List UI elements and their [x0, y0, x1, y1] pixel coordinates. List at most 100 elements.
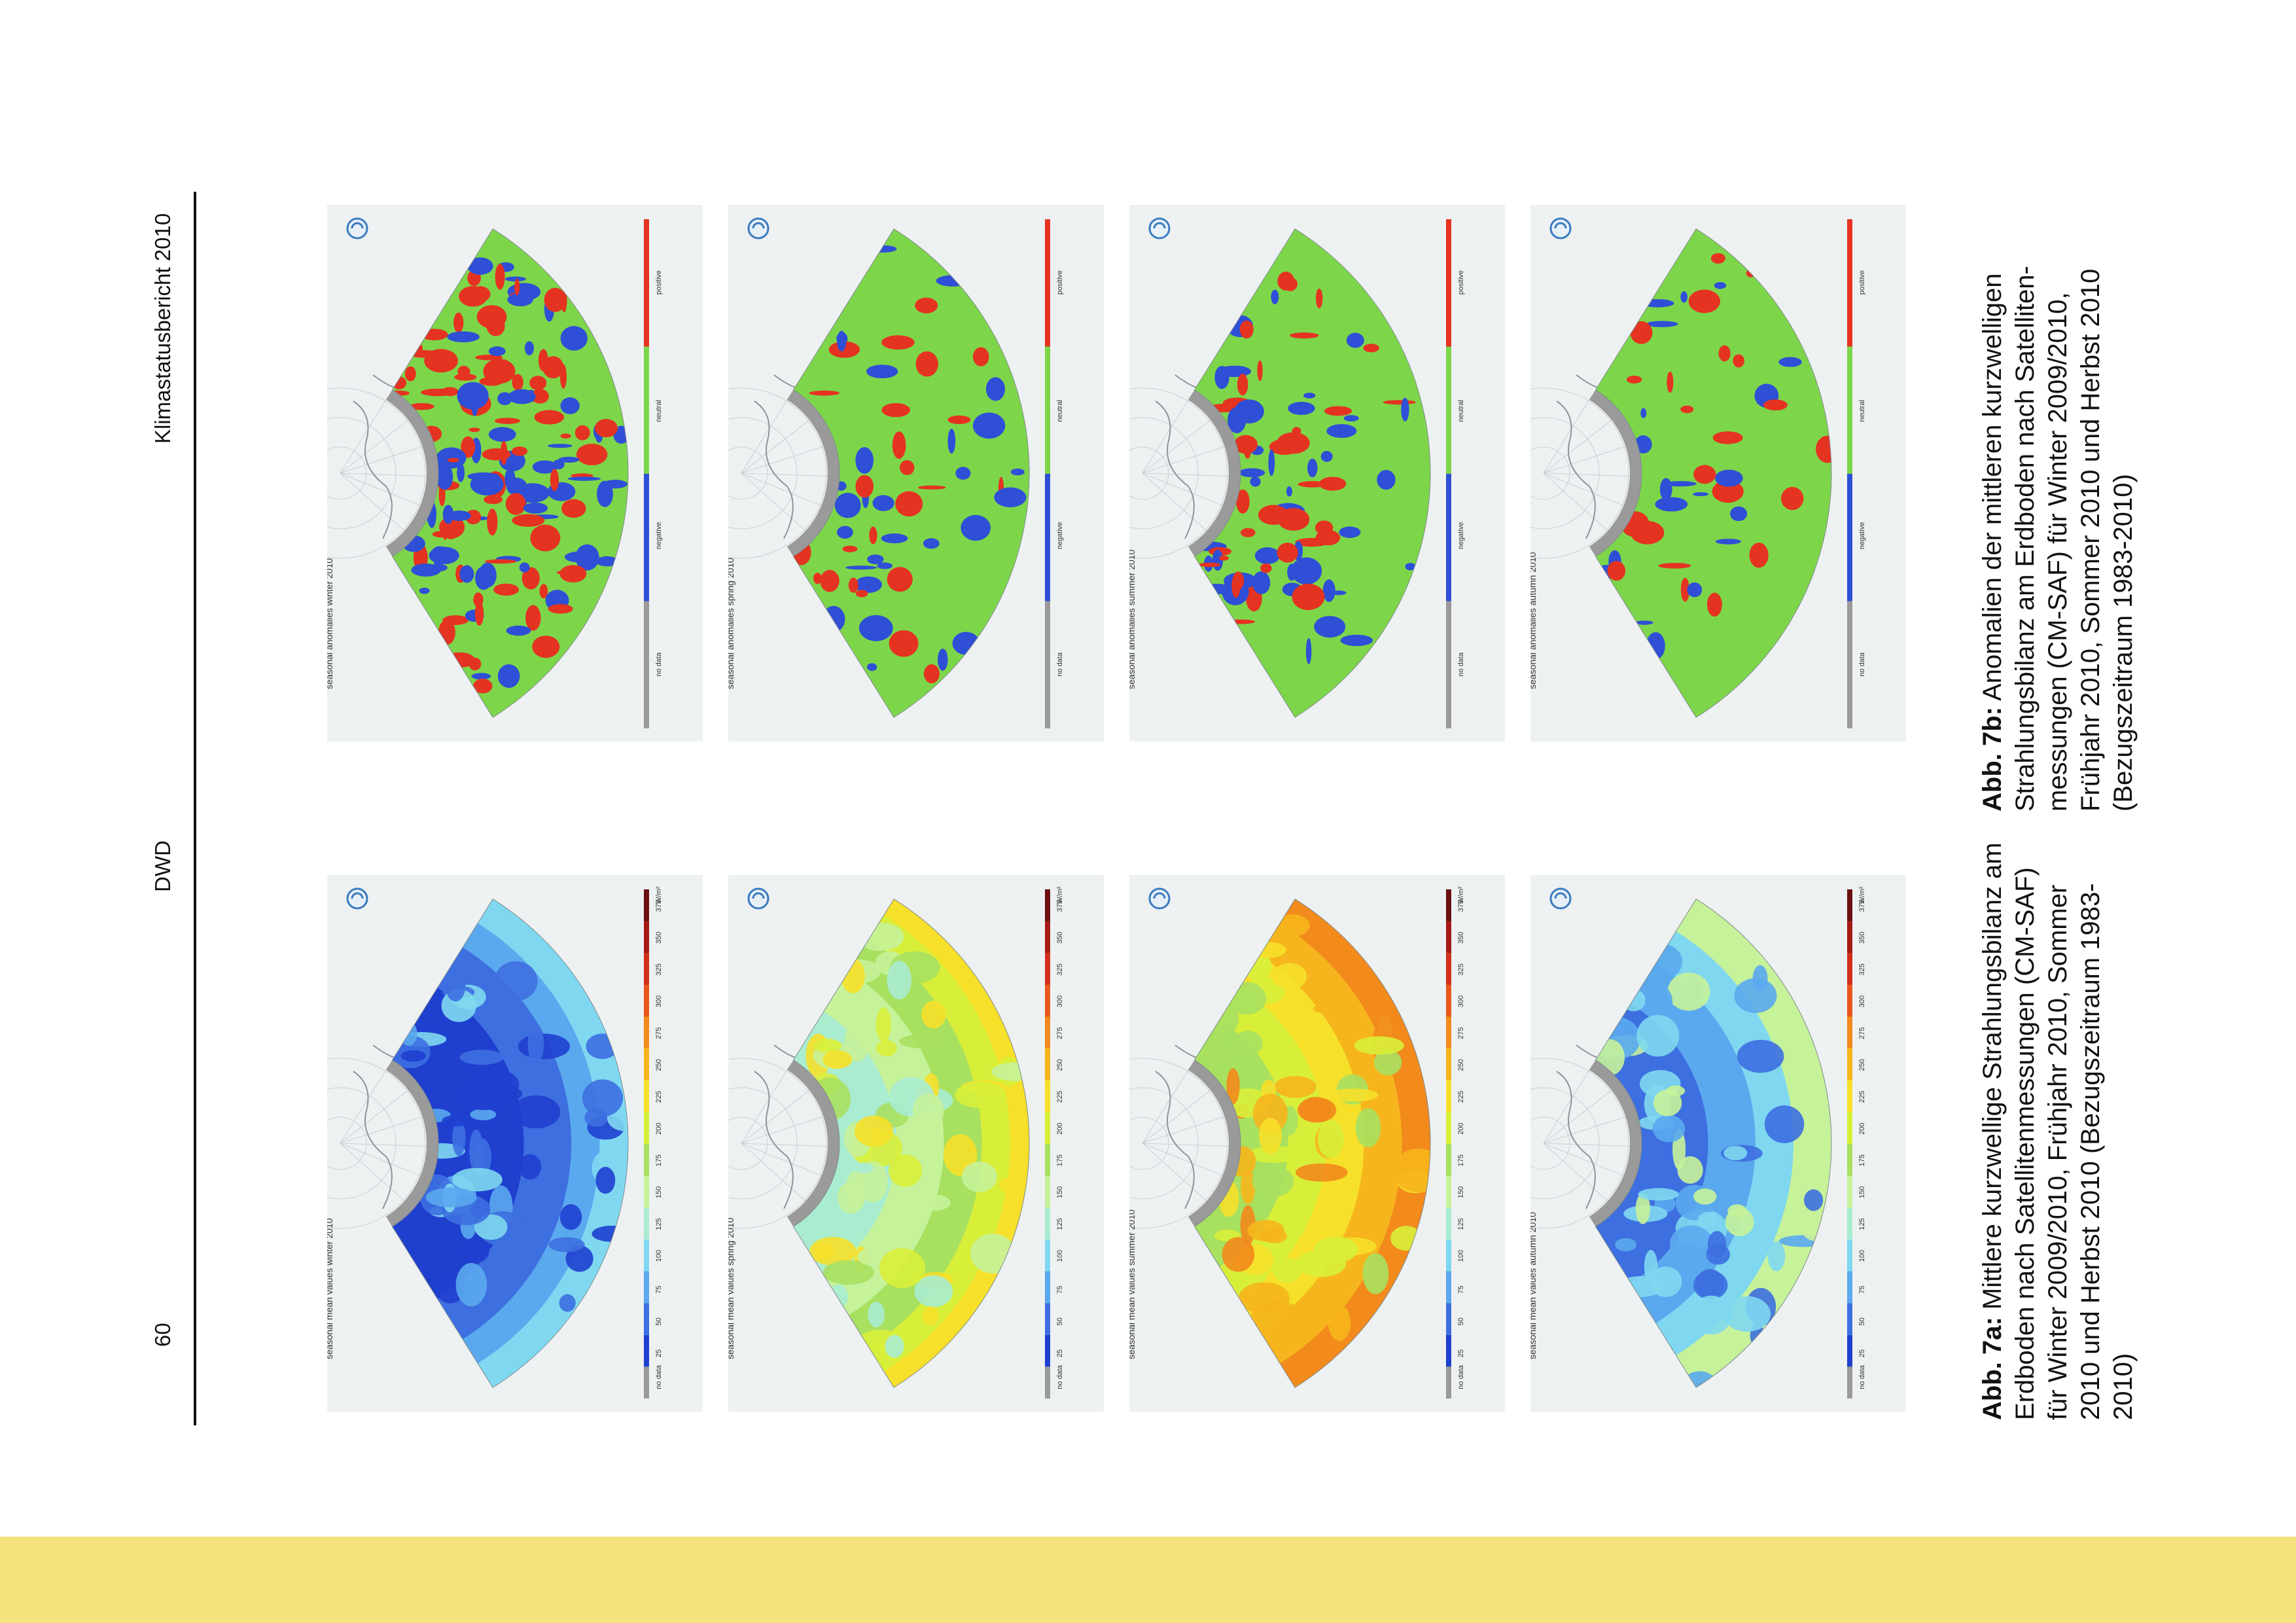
panel-subtitle: seasonal mean values summer 2010 — [1129, 1209, 1137, 1359]
legend-label: 50 — [1457, 1317, 1465, 1325]
legend-swatch — [1446, 1366, 1451, 1399]
legend-label: positive — [1457, 270, 1465, 294]
legend-label: negative — [1056, 522, 1064, 550]
legend-swatch — [1847, 921, 1852, 954]
legend-swatch — [644, 1016, 649, 1049]
caption-7a-line: Mittlere kurzwellige Strahlungsbilanz am — [1978, 842, 2007, 1310]
legend-swatch — [644, 1366, 649, 1399]
caption-7a-line: für Winter 2009/2010, Frühjahr 2010, Som… — [2043, 884, 2072, 1420]
legend-swatch — [1045, 1144, 1050, 1176]
caption-7a-line: 2010) — [2109, 1353, 2138, 1420]
legend-label: 300 — [1056, 995, 1064, 1007]
legend-swatch — [1045, 889, 1050, 921]
legend-label: 75 — [655, 1286, 663, 1294]
legend-label: 300 — [1858, 995, 1866, 1007]
legend-label: positive — [1858, 270, 1866, 294]
legend-swatch — [1847, 1144, 1852, 1176]
legend-swatch — [1045, 474, 1050, 601]
legend-swatch — [1847, 1303, 1852, 1335]
caption-7b: Abb. 7b: Anomalien der mittleren kurzwel… — [1976, 183, 2140, 812]
legend-label: 250 — [1056, 1059, 1064, 1071]
legend-swatch — [1045, 1112, 1050, 1144]
legend-label: no data — [1858, 652, 1866, 677]
legend-swatch — [1847, 889, 1852, 921]
legend-label: 100 — [1056, 1250, 1064, 1262]
legend-swatch — [644, 921, 649, 954]
legend-label: 200 — [1457, 1122, 1465, 1134]
legend-label: 350 — [1457, 932, 1465, 944]
legend-label: 150 — [1056, 1186, 1064, 1198]
legend-swatch — [1847, 474, 1852, 601]
legend-swatch — [644, 984, 649, 1017]
cmsaf-logo-icon — [1549, 887, 1572, 910]
legend-swatch — [1446, 984, 1451, 1017]
legend-label: 275 — [655, 1027, 663, 1039]
legend-label: 225 — [1056, 1091, 1064, 1103]
legend-swatch — [1045, 1366, 1050, 1399]
legend-swatch — [1446, 889, 1451, 921]
caption-7a-label: Abb. 7a: — [1978, 1317, 2007, 1420]
cmsaf-logo-icon — [747, 217, 769, 240]
legend-swatch — [1446, 1144, 1451, 1176]
panel-subtitle: seasonal mean values spring 2010 — [728, 1217, 735, 1359]
legend-label: 125 — [1457, 1218, 1465, 1230]
legend-label: 200 — [1858, 1122, 1866, 1134]
legend-swatch — [1847, 1366, 1852, 1399]
legend-label: 225 — [1457, 1091, 1465, 1103]
caption-7b-line: Frühjahr 2010, Sommer 2010 und Herbst 20… — [2076, 268, 2105, 812]
legend-swatch — [1847, 1175, 1852, 1208]
cmsaf-logo-icon — [346, 887, 368, 910]
legend-label: 100 — [655, 1250, 663, 1262]
legend-swatch — [1045, 1239, 1050, 1272]
legend-swatch — [1446, 1016, 1451, 1049]
caption-7b-line: Anomalien der mittleren kurzwelligen — [1978, 273, 2007, 702]
legend-label: negative — [1457, 522, 1465, 550]
anomaly-map-summer: Surface net short-wave radiation (SNS)se… — [1129, 205, 1505, 741]
legend-label: 200 — [655, 1122, 663, 1134]
legend-label: 175 — [1457, 1154, 1465, 1166]
legend-swatch — [1446, 1080, 1451, 1113]
legend-label: no data — [1056, 1364, 1064, 1389]
legend-swatch — [1045, 1048, 1050, 1080]
legend-label: 100 — [1858, 1250, 1866, 1262]
legend-label: 150 — [655, 1186, 663, 1198]
legend-label: neutral — [1858, 400, 1866, 422]
legend-swatch — [1847, 1016, 1852, 1049]
legend-label: positive — [655, 270, 663, 294]
legend-label: 25 — [655, 1349, 663, 1357]
panel-subtitle: seasonal mean values autumn 2010 — [1530, 1212, 1538, 1359]
anomaly-map-autumn: Surface net short-wave radiation (SNS)se… — [1530, 205, 1906, 741]
header-rule — [194, 192, 196, 1425]
legend-swatch — [1446, 1271, 1451, 1304]
panel-subtitle: seasonal anomalies autumn 2010 — [1530, 552, 1538, 689]
legend-label: neutral — [655, 400, 663, 422]
legend-label: 50 — [1056, 1317, 1064, 1325]
legend-label: 375 — [1457, 900, 1465, 912]
caption-7a-line: 2010 und Herbst 2010 (Bezugszeitraum 198… — [2076, 883, 2105, 1420]
legend-swatch — [644, 1080, 649, 1113]
legend-label: 25 — [1457, 1349, 1465, 1357]
legend-swatch — [644, 346, 649, 474]
legend-label: 125 — [1056, 1218, 1064, 1230]
legend-label: negative — [655, 522, 663, 550]
legend-swatch — [1847, 1112, 1852, 1144]
legend-swatch — [1446, 346, 1451, 474]
legend-swatch — [1847, 1048, 1852, 1080]
caption-7b-label: Abb. 7b: — [1978, 707, 2007, 812]
legend-swatch — [644, 953, 649, 985]
legend-unit: W/m² — [1457, 886, 1465, 904]
legend-label: 50 — [1858, 1317, 1866, 1325]
legend-swatch — [1045, 1175, 1050, 1208]
legend-swatch — [1446, 1207, 1451, 1240]
panel-subtitle: seasonal mean values winter 2010 — [327, 1218, 334, 1359]
caption-7b-line: messungen (CM-SAF) für Winter 2009/2010, — [2043, 292, 2072, 812]
legend-swatch — [1045, 921, 1050, 954]
legend-swatch — [1446, 219, 1451, 347]
legend-swatch — [1045, 1207, 1050, 1240]
mean-map-autumn: Surface net short-wave radiation (SNS)se… — [1530, 875, 1906, 1412]
legend-swatch — [1847, 346, 1852, 474]
legend-label: 100 — [1457, 1250, 1465, 1262]
legend-swatch — [1446, 601, 1451, 728]
dwd-logo: DWD — [150, 840, 175, 892]
legend-label: no data — [655, 1364, 663, 1389]
